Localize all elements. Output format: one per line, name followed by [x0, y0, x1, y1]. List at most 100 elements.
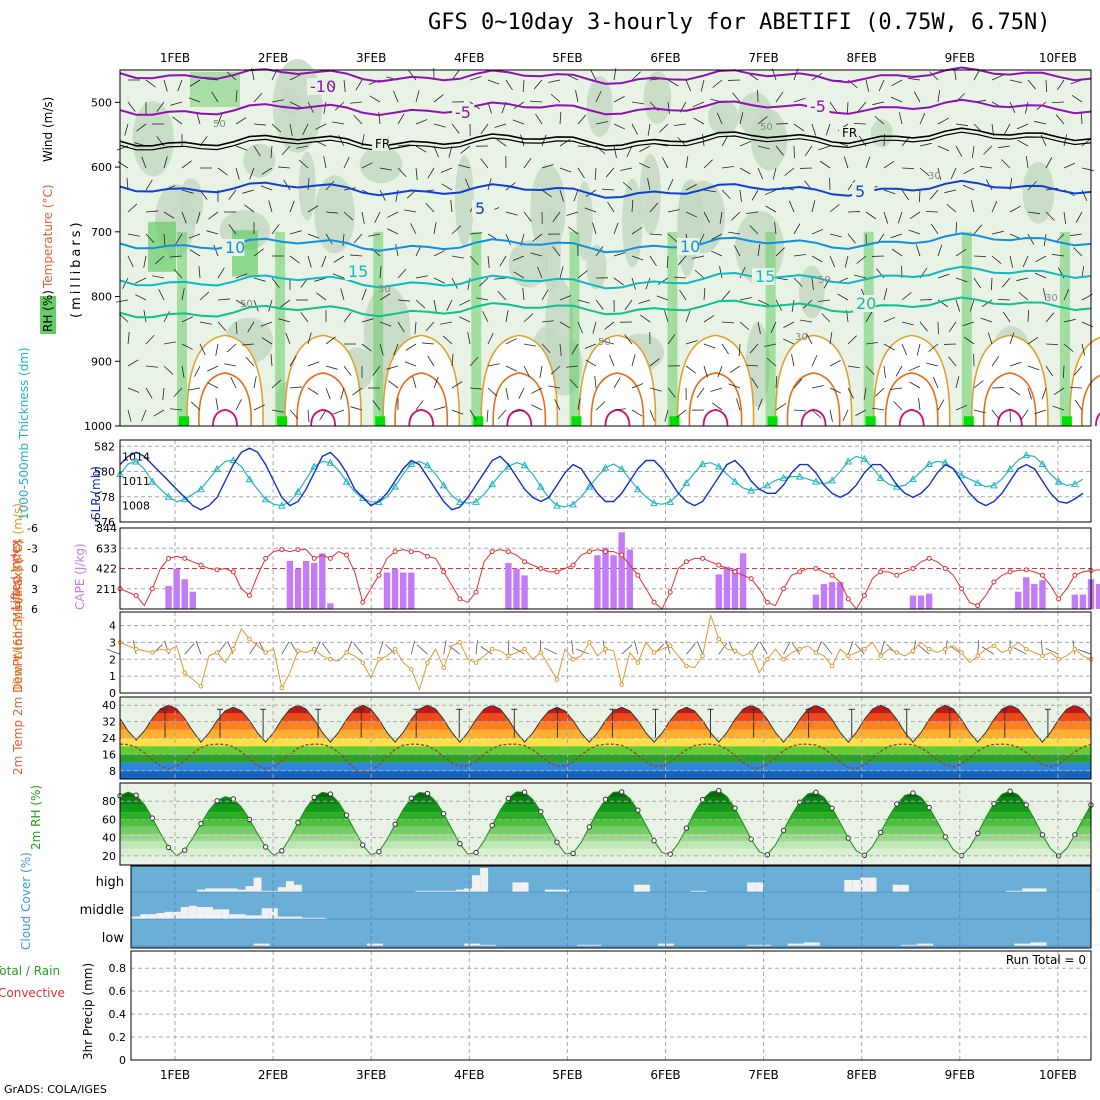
wind-barb — [973, 409, 986, 414]
wind-barb — [442, 335, 453, 345]
wind-barb — [217, 298, 230, 301]
wind-barb — [928, 343, 939, 352]
wind-barb — [595, 90, 602, 103]
wind-barb — [289, 386, 302, 389]
wind-barb — [321, 642, 331, 655]
slp-tick-label: 1014 — [122, 450, 150, 463]
contour-label-bg — [852, 183, 875, 200]
wind-barb — [433, 250, 445, 257]
lifted-index-point — [700, 555, 706, 561]
wind-barb — [963, 336, 975, 345]
precip-tick-label: 0.2 — [109, 1031, 127, 1044]
wind-barb — [631, 200, 634, 213]
wind-barb — [253, 123, 266, 126]
wind-barb — [1035, 255, 1047, 263]
wind-barb — [361, 211, 365, 224]
temperature-contour-30 — [394, 372, 449, 427]
wind-barb — [731, 211, 741, 221]
cape-ylabel: CAPE (J/kg) — [73, 543, 87, 610]
wind-barb — [710, 250, 723, 257]
rh-point — [424, 790, 431, 797]
cloud-bar — [294, 916, 303, 919]
wind-barb — [667, 209, 680, 213]
wind-speed-point — [279, 685, 285, 691]
cloud-bar — [229, 914, 238, 919]
wind-barb — [343, 157, 350, 169]
wind-barb — [141, 156, 147, 169]
wind-barb — [759, 641, 768, 655]
temperature-contour-label: 10 — [680, 237, 700, 256]
cape-bar — [1031, 584, 1038, 609]
isotherm-group: -10 -5 -5 FR FR 5 5 10 10 15 15 20 50 30 30 50 50 30 50 30 5… — [119, 66, 1092, 348]
contour-label-bg — [853, 295, 876, 312]
cloud-bar — [213, 909, 222, 919]
wind-barb — [937, 167, 942, 180]
precip-tick-label: 0 — [119, 1054, 126, 1067]
wind-barb — [793, 123, 805, 132]
rh-shade-blob — [870, 119, 893, 148]
wind-barb — [649, 202, 659, 213]
rh-point — [797, 799, 803, 805]
contour-label-bg — [345, 263, 368, 280]
wind-barb — [397, 299, 410, 302]
wind-speed-point — [587, 640, 592, 645]
wind-barb — [571, 640, 574, 655]
cloud-bar — [1038, 942, 1047, 946]
wind-barb — [518, 387, 525, 399]
rh-contour-label: 30 — [928, 171, 941, 182]
wind-barb — [721, 135, 729, 147]
wind-barb — [505, 338, 517, 345]
rh-point — [635, 807, 641, 813]
wind-barb — [677, 255, 687, 266]
wind-barb — [482, 311, 489, 323]
thickness-point — [876, 473, 885, 481]
rh-point — [538, 808, 544, 815]
wind-barb — [829, 233, 842, 238]
wind-barb — [594, 376, 597, 389]
lifted-index-point — [651, 599, 657, 605]
wind-barb — [235, 167, 240, 180]
wind-barb — [158, 289, 165, 301]
moist-column — [863, 231, 874, 426]
wind-barb — [1027, 336, 1039, 345]
lifted-index-point — [230, 569, 236, 575]
rh-shade-blob — [508, 240, 549, 288]
cloud-bar — [698, 890, 707, 892]
wind-barb — [584, 207, 597, 213]
wind-barb — [379, 343, 384, 356]
rh-shade-blob — [586, 244, 607, 290]
rh-point — [327, 791, 334, 797]
wind-barb — [793, 378, 803, 389]
cloud-bar — [763, 944, 772, 946]
rh-shade-blob — [314, 175, 355, 254]
wind-speed-point — [813, 650, 819, 655]
cape-bar — [820, 584, 828, 609]
wind-barb — [937, 145, 950, 152]
lifted-index-line — [119, 549, 1100, 610]
cape-bar — [618, 532, 625, 609]
wind-barb — [397, 321, 405, 333]
temperature-contour-label: 5 — [855, 182, 865, 201]
wind-barb — [242, 343, 255, 346]
moist-column-core — [669, 416, 680, 426]
rh-shade-blob — [750, 109, 788, 171]
wind-barb — [325, 365, 338, 370]
wind-barb — [679, 289, 687, 301]
cape-bar — [594, 555, 601, 609]
wind-barb — [198, 266, 201, 279]
wind-barb — [577, 299, 590, 304]
wind-barb — [523, 313, 534, 323]
lifted-index-point — [878, 569, 884, 575]
wind-barb — [955, 123, 968, 127]
lifted-index-point — [586, 549, 592, 555]
wind-barb — [559, 189, 564, 202]
wind-tick-label: 4 — [109, 620, 116, 633]
wind-barb — [843, 156, 849, 169]
wind-barb — [573, 189, 579, 202]
lifted-index-point — [781, 586, 787, 592]
wind-barb — [969, 299, 975, 312]
dry-dome — [481, 335, 558, 426]
wind-barb — [181, 316, 193, 323]
wind-barb — [855, 409, 867, 416]
wind-barb — [496, 138, 507, 147]
